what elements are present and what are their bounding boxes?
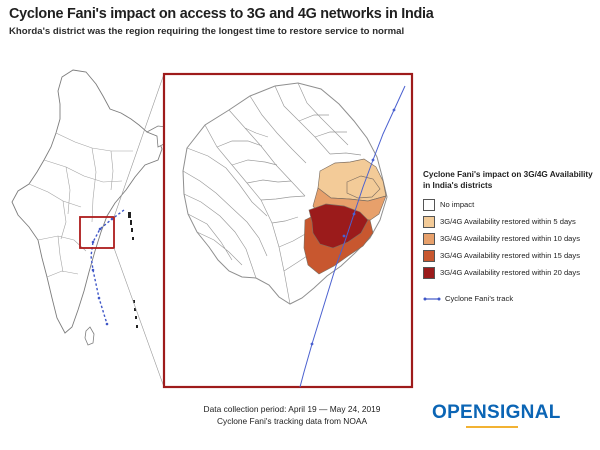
legend-label-cyclone-track: Cyclone Fani's track <box>445 294 514 303</box>
zoom-connector-lines <box>113 73 165 388</box>
legend-label-15-days: 3G/4G Availability restored within 15 da… <box>440 251 580 260</box>
footer-notes: Data collection period: April 19 — May 2… <box>172 404 412 427</box>
legend-swatch-no-impact <box>423 198 435 211</box>
brand-logo: OPENSIGNAL <box>432 402 561 423</box>
legend-swatch-5-days <box>423 215 435 228</box>
sri-lanka <box>84 326 95 346</box>
legend-swatch-15-days <box>423 249 435 262</box>
odisha-inset-map <box>162 72 414 389</box>
inset-district-borders <box>182 82 362 305</box>
india-overview-map <box>11 69 170 388</box>
india-outline <box>11 69 163 334</box>
legend-label-10-days: 3G/4G Availability restored within 10 da… <box>440 234 580 243</box>
legend-item-5-days: 3G/4G Availability restored within 5 day… <box>423 214 593 229</box>
legend-swatch-10-days <box>423 232 435 245</box>
legend-label-5-days: 3G/4G Availability restored within 5 day… <box>440 217 576 226</box>
legend-label-20-days: 3G/4G Availability restored within 20 da… <box>440 268 580 277</box>
footer-source: Cyclone Fani's tracking data from NOAA <box>216 415 368 426</box>
andaman-islands <box>128 212 138 328</box>
inset-track-points <box>310 108 396 346</box>
page-title: Cyclone Fani's impact on access to 3G an… <box>9 6 434 22</box>
cyclone-track-icon <box>423 297 441 300</box>
legend-item-15-days: 3G/4G Availability restored within 15 da… <box>423 248 593 263</box>
overview-track-points <box>91 217 114 326</box>
footer-data-period: Data collection period: April 19 — May 2… <box>203 404 381 414</box>
legend-item-20-days: 3G/4G Availability restored within 20 da… <box>423 265 593 280</box>
legend-label-no-impact: No impact <box>440 200 475 209</box>
brand-underline <box>466 426 518 428</box>
map-legend: Cyclone Fani's impact on 3G/4G Availabil… <box>423 170 593 303</box>
legend-item-10-days: 3G/4G Availability restored within 10 da… <box>423 231 593 246</box>
legend-item-no-impact: No impact <box>423 197 593 212</box>
india-state-borders <box>28 132 133 278</box>
overview-cyclone-track <box>90 209 125 325</box>
legend-item-cyclone-track: Cyclone Fani's track <box>423 294 593 303</box>
legend-swatch-20-days <box>423 266 435 279</box>
legend-title: Cyclone Fani's impact on 3G/4G Availabil… <box>423 170 593 190</box>
overview-odisha-marker <box>79 216 115 249</box>
page-subtitle: Khorda's district was the region requiri… <box>9 26 405 37</box>
